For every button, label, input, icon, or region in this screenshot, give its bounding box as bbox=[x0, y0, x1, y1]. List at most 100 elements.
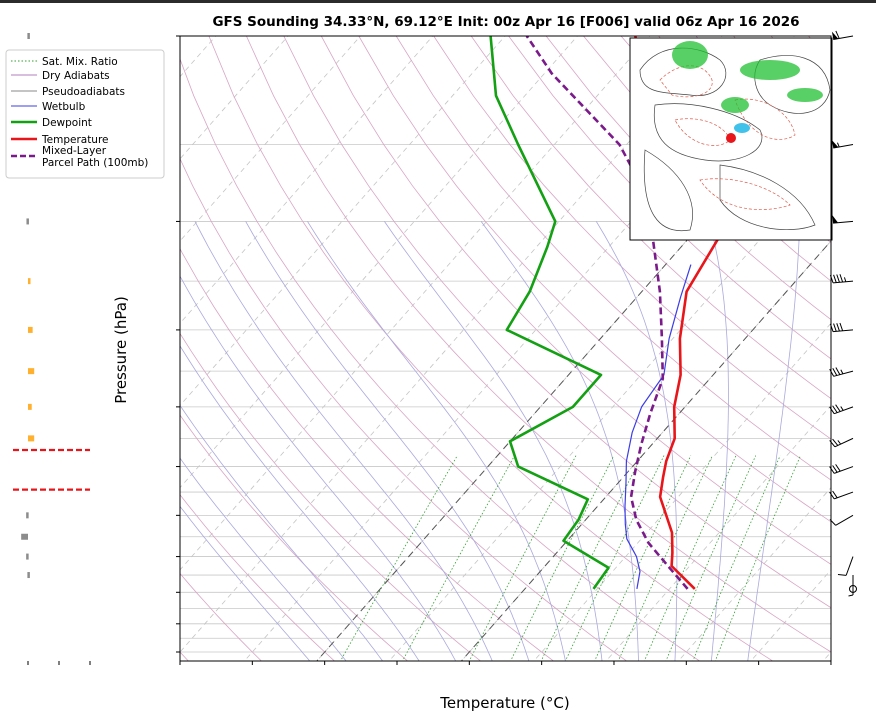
isotherm-line bbox=[243, 36, 795, 661]
wind-barb-staff bbox=[834, 406, 854, 415]
omega-bar bbox=[26, 553, 29, 560]
location-marker bbox=[726, 133, 736, 143]
legend-label: Sat. Mix. Ratio bbox=[42, 56, 118, 68]
wind-barb-flag bbox=[829, 466, 835, 474]
dry-adiabat bbox=[320, 36, 831, 565]
dry-adiabat bbox=[180, 247, 555, 661]
wind-barb-flag bbox=[829, 368, 835, 377]
dry-adiabat bbox=[180, 332, 482, 661]
omega-bar bbox=[28, 435, 35, 442]
chart-title: GFS Sounding 34.33°N, 69.12°E Init: 00z … bbox=[212, 14, 799, 30]
legend-label: Wetbulb bbox=[42, 101, 86, 113]
plot-frame bbox=[179, 35, 832, 662]
wind-barb-staff bbox=[834, 437, 854, 448]
wind-barb-flag bbox=[829, 274, 834, 284]
dry-adiabat bbox=[208, 36, 774, 661]
wind-barb-flag bbox=[829, 519, 837, 526]
wind-barb-staff bbox=[833, 329, 854, 333]
wind-barbs bbox=[829, 30, 857, 597]
plot-area bbox=[179, 35, 833, 662]
pressure-contour bbox=[653, 103, 763, 162]
isotherm-line bbox=[460, 240, 831, 661]
pseudoadiabat bbox=[595, 221, 678, 661]
wind-barb-flag bbox=[835, 464, 841, 472]
wind-barb bbox=[829, 437, 854, 448]
wind-barb-staff bbox=[834, 466, 854, 474]
dry-adiabat bbox=[395, 36, 831, 481]
wind-barb-pennant bbox=[831, 31, 839, 40]
wind-barb bbox=[829, 464, 854, 474]
mixing-ratio-line bbox=[402, 455, 515, 661]
mixing-ratio-line bbox=[510, 455, 615, 661]
pseudoadiabat bbox=[709, 221, 729, 661]
isotherm-line bbox=[316, 75, 831, 661]
wind-barb-flag bbox=[829, 440, 836, 448]
wind-barb-flag bbox=[833, 323, 837, 332]
precip-area-cold bbox=[734, 123, 750, 133]
pseudoadiabat bbox=[180, 457, 347, 661]
wind-barb-flag bbox=[832, 438, 839, 446]
mixing-ratio-line bbox=[714, 455, 801, 661]
dry-adiabats bbox=[180, 36, 831, 661]
dry-adiabat bbox=[180, 572, 262, 661]
x-axis-label: Temperature (°C) bbox=[439, 694, 569, 712]
pressure-contour bbox=[754, 55, 831, 114]
legend-label: Temperature bbox=[41, 134, 109, 146]
omega-panel bbox=[13, 33, 91, 665]
wind-barb-staff bbox=[845, 556, 854, 576]
legend-label: Mixed-Layer Parcel Path (100mb) bbox=[42, 145, 148, 169]
wind-barb bbox=[829, 274, 854, 284]
isotherm-line bbox=[533, 322, 831, 661]
mixing-ratio-line bbox=[340, 455, 458, 661]
wind-barb bbox=[829, 367, 854, 377]
wind-barb-flag bbox=[835, 367, 841, 375]
pressure-contour bbox=[719, 164, 816, 230]
pseudoadiabat bbox=[245, 221, 530, 661]
wind-barb-flag bbox=[835, 30, 840, 39]
pseudoadiabat bbox=[180, 505, 311, 661]
wind-barb bbox=[829, 514, 854, 526]
wind-barb bbox=[831, 140, 854, 149]
wind-barb bbox=[837, 556, 854, 576]
inset-map-contours bbox=[639, 41, 831, 232]
pseudoadiabat bbox=[194, 221, 493, 661]
precip-area bbox=[721, 97, 749, 113]
dry-adiabat bbox=[180, 57, 701, 661]
dry-adiabat bbox=[180, 494, 336, 661]
x-axis-ticks bbox=[179, 661, 832, 665]
isotherm-line bbox=[605, 404, 831, 661]
isotherm-line bbox=[180, 36, 578, 489]
dry-adiabat bbox=[508, 36, 831, 360]
wetbulb-line bbox=[624, 264, 692, 590]
isotherm-line bbox=[677, 486, 831, 661]
wind-barb-flag bbox=[829, 491, 835, 500]
precip-area bbox=[672, 41, 708, 69]
wind-barb-half-flag bbox=[843, 277, 847, 282]
pressure-contour bbox=[643, 149, 693, 232]
wind-barb-pennant bbox=[832, 215, 839, 224]
pseudoadiabat bbox=[307, 221, 566, 661]
pseudoadiabat bbox=[180, 404, 384, 661]
wind-barb-flag bbox=[837, 574, 847, 576]
dry-adiabat bbox=[545, 36, 831, 321]
omega-bar bbox=[21, 533, 28, 540]
thickness-contour bbox=[659, 65, 713, 98]
wind-barb-staff bbox=[835, 514, 854, 526]
legend-box bbox=[5, 49, 165, 179]
wind-barb bbox=[829, 322, 854, 333]
legend-label: Dry Adiabats bbox=[42, 70, 110, 82]
wind-barb-pennant bbox=[831, 140, 839, 148]
wind-barb-half-flag bbox=[840, 406, 844, 411]
pseudoadiabat bbox=[180, 345, 420, 661]
wind-barb-half-flag bbox=[837, 440, 842, 445]
dry-adiabat bbox=[246, 36, 831, 653]
wind-barb-flag bbox=[829, 323, 834, 332]
omega-bar bbox=[28, 368, 35, 375]
dry-adiabat bbox=[180, 157, 628, 661]
calm-wind-marker bbox=[849, 584, 857, 593]
wind-barb-flag bbox=[839, 274, 844, 283]
dry-adiabat bbox=[433, 36, 831, 440]
dry-adiabat bbox=[283, 36, 831, 609]
precip-area bbox=[740, 60, 800, 80]
wind-barb bbox=[829, 404, 854, 415]
